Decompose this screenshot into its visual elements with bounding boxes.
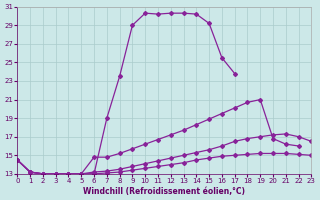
X-axis label: Windchill (Refroidissement éolien,°C): Windchill (Refroidissement éolien,°C): [84, 187, 245, 196]
